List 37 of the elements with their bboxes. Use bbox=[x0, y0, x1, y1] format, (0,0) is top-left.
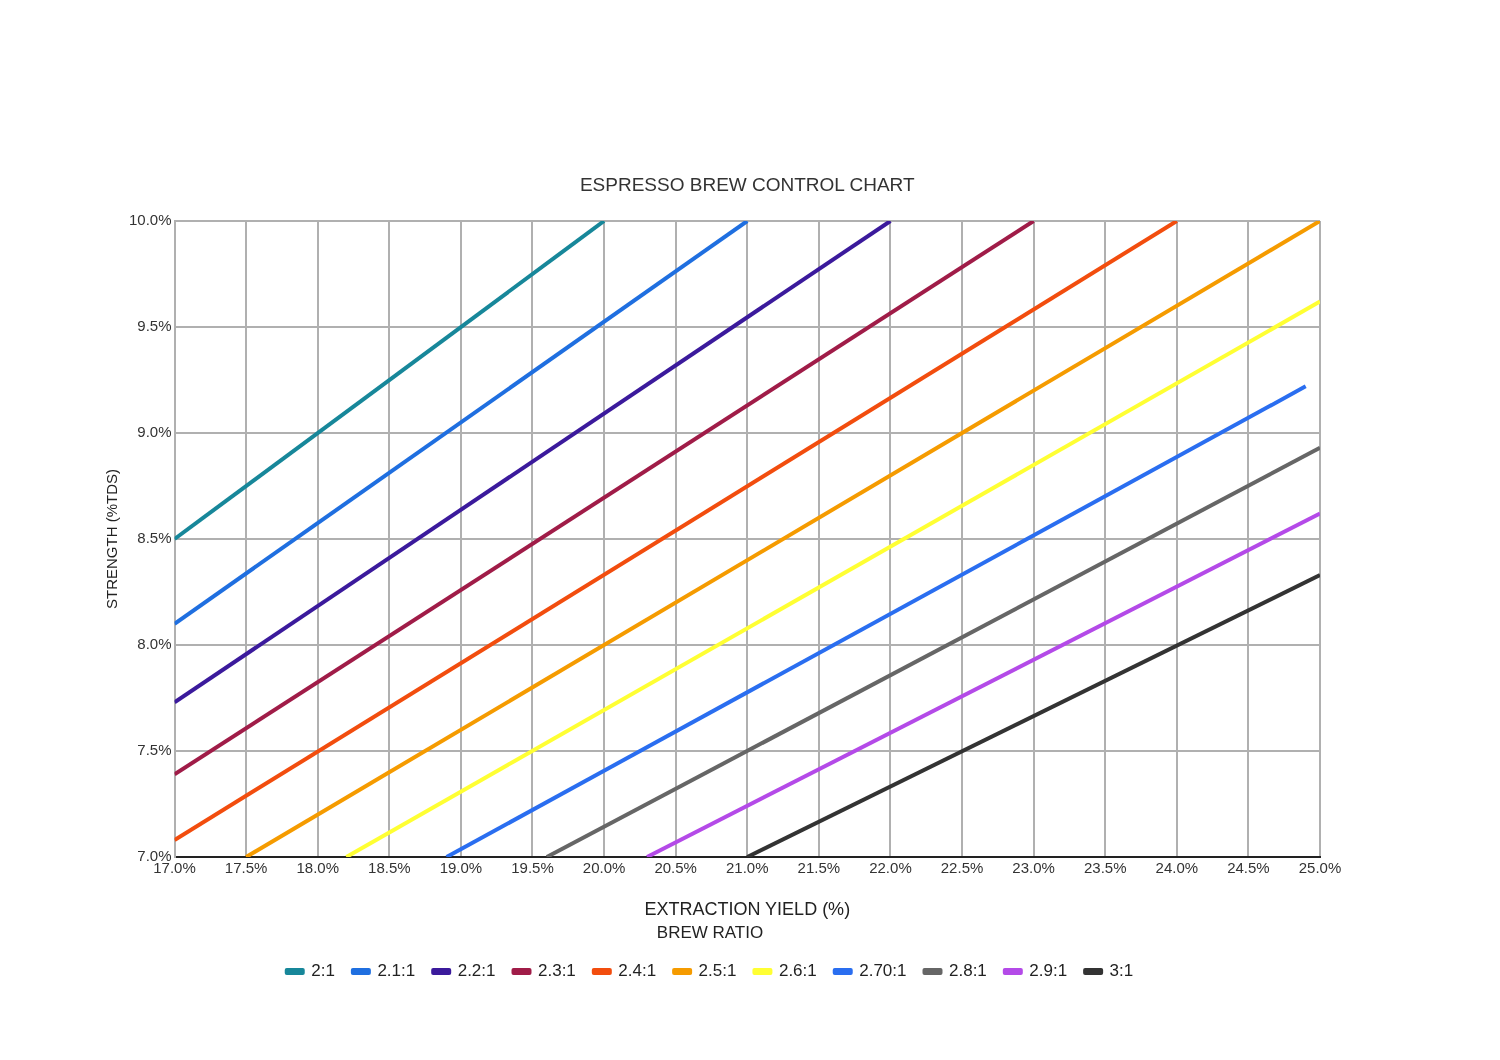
legend-label: 2:1 bbox=[311, 961, 335, 981]
legend-label: 2.5:1 bbox=[698, 961, 737, 981]
x-tick-label: 23.5% bbox=[1083, 859, 1127, 877]
legend-label: 2.6:1 bbox=[778, 961, 817, 981]
x-tick-label: 22.5% bbox=[940, 859, 984, 877]
x-tick-label: 18.0% bbox=[296, 859, 339, 877]
x-tick-label: 20.0% bbox=[582, 859, 626, 877]
x-tick-label: 20.5% bbox=[654, 859, 697, 877]
legend-title: BREW RATIO bbox=[656, 922, 764, 942]
y-tick-label: 10.0% bbox=[128, 211, 172, 229]
y-tick-label: 8.0% bbox=[137, 635, 172, 653]
x-tick-label: 25.0% bbox=[1298, 859, 1342, 877]
x-axis-title: EXTRACTION YIELD (%) bbox=[644, 898, 851, 919]
legend-label: 2.2:1 bbox=[457, 961, 496, 981]
x-tick-label: 18.5% bbox=[368, 859, 411, 877]
x-tick-label: 24.0% bbox=[1155, 859, 1199, 877]
y-tick-label: 9.5% bbox=[137, 317, 172, 335]
y-tick-label: 7.5% bbox=[137, 741, 172, 759]
x-tick-label: 19.0% bbox=[439, 859, 483, 877]
x-tick-label: 24.5% bbox=[1227, 859, 1270, 877]
x-tick-label: 17.5% bbox=[224, 859, 268, 877]
legend-label: 2.9:1 bbox=[1029, 961, 1068, 981]
legend-label: 2.4:1 bbox=[618, 961, 657, 981]
legend-label: 3:1 bbox=[1109, 961, 1134, 981]
x-tick-label: 21.5% bbox=[797, 859, 841, 877]
y-axis-title: STRENGTH (%TDS) bbox=[103, 469, 121, 609]
legend-label: 2.1:1 bbox=[377, 961, 416, 981]
x-tick-label: 21.0% bbox=[725, 859, 769, 877]
y-tick-label: 8.5% bbox=[137, 529, 172, 547]
x-tick-label: 22.0% bbox=[869, 859, 912, 877]
legend-label: 2.3:1 bbox=[538, 961, 576, 981]
y-tick-label: 9.0% bbox=[137, 423, 172, 441]
chart-title: ESPRESSO BREW CONTROL CHART bbox=[579, 174, 915, 196]
x-tick-label: 23.0% bbox=[1012, 859, 1055, 877]
x-tick-label: 19.5% bbox=[511, 859, 554, 877]
legend-label: 2.70:1 bbox=[859, 961, 907, 981]
legend-label: 2.8:1 bbox=[949, 961, 987, 981]
